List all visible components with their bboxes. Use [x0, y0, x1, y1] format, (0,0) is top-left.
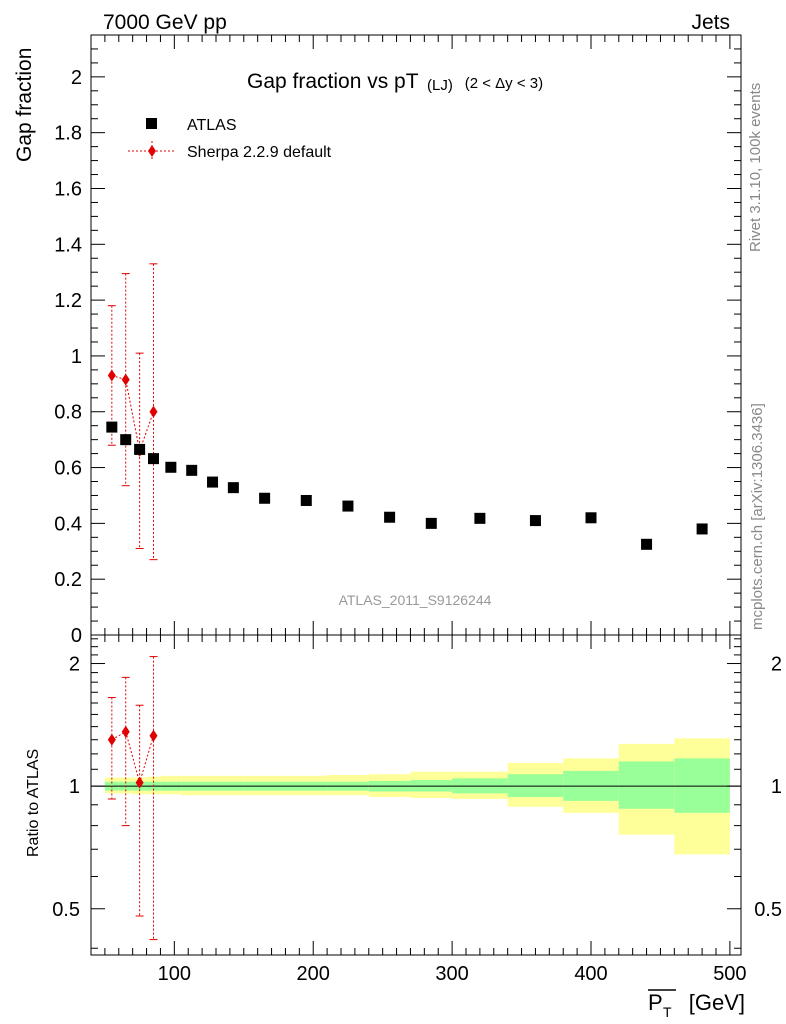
sherpa-point: [121, 373, 130, 386]
ratio-sherpa-point: [107, 733, 116, 746]
band-inner-bin: [618, 761, 675, 809]
atlas-point: [474, 512, 486, 524]
y-tick-label: 1: [71, 346, 82, 368]
atlas-point: [186, 464, 198, 476]
mcplots-info-text: mcplots.cern.ch [arXiv:1306.3436]: [749, 403, 766, 630]
atlas-point: [207, 476, 219, 488]
chart-title-main: Gap fraction vs pT: [247, 70, 419, 93]
ratio-sherpa-point: [121, 725, 130, 738]
band-inner-bin: [507, 774, 564, 798]
y-tick-label: 1.2: [54, 290, 82, 312]
ratio-sherpa-line: [111, 730, 154, 785]
rivet-info-text: Rivet 3.1.10, 100k events: [747, 83, 764, 252]
atlas-point: [165, 461, 177, 473]
ratio-sherpa-point: [149, 729, 158, 742]
atlas-point: [696, 523, 708, 535]
y-tick-label: 1.4: [54, 234, 82, 256]
sherpa-series: [107, 263, 158, 561]
atlas-point: [425, 517, 437, 529]
y-tick-label: 0: [71, 625, 82, 647]
y-axis-label: Gap fraction: [13, 48, 36, 162]
y-tick-label: 0.4: [54, 513, 82, 535]
x-axis-label-sub: T: [663, 1004, 672, 1020]
atlas-point: [300, 494, 312, 506]
ratio-y-tick-label-right: 2: [771, 654, 782, 676]
y-tick-label: 1.6: [54, 178, 82, 200]
ratio-y-tick-label-left: 0.5: [52, 899, 80, 921]
atlas-point: [585, 512, 597, 524]
atlas-point: [384, 511, 396, 523]
ratio-y-tick-label-left: 1: [69, 776, 80, 798]
y-tick-label: 0.8: [54, 402, 82, 424]
header-left: 7000 GeV pp: [103, 11, 227, 34]
header-right: Jets: [691, 11, 730, 34]
atlas-series: [106, 421, 708, 550]
y-tick-label: 2: [71, 67, 82, 89]
x-tick-label: 100: [158, 963, 191, 985]
ratio-y-tick-label-right: 1: [771, 776, 782, 798]
sherpa-point: [107, 369, 116, 382]
atlas-point: [529, 515, 541, 527]
analysis-watermark: ATLAS_2011_S9126244: [339, 592, 492, 608]
y-tick-label: 0.2: [54, 569, 82, 591]
legend-mc-label: Sherpa 2.2.9 default: [187, 144, 332, 161]
axes: 100 200 300 400 500 0 0.2 0.4 0.6 0.8 1 1.2 1.4 1.6 1.…: [52, 35, 782, 985]
sherpa-line: [111, 374, 154, 453]
chart-title-sub: (LJ): [427, 77, 453, 94]
band-inner-bin: [674, 758, 730, 813]
chart-title: Gap fraction vs pT (LJ) (2 < Δy < 3): [247, 70, 543, 95]
x-axis-label-main: P: [648, 990, 663, 1015]
ratio-y-tick-label-right: 0.5: [754, 899, 782, 921]
atlas-point: [148, 453, 159, 465]
atlas-point: [120, 434, 132, 446]
y-tick-label: 1.8: [54, 123, 82, 145]
x-axis-label: [GeV] P T: [648, 989, 745, 1020]
chart-title-cut: (2 < Δy < 3): [465, 75, 543, 92]
sherpa-point: [149, 405, 158, 418]
atlas-point: [134, 443, 146, 455]
x-tick-label: 400: [574, 963, 607, 985]
x-axis-label-unit: [GeV]: [689, 990, 745, 1015]
y-tick-label: 0.6: [54, 458, 82, 480]
atlas-point: [342, 500, 354, 512]
x-tick-label: 500: [713, 963, 746, 985]
atlas-point: [106, 421, 118, 433]
ratio-panel-frame: [90, 634, 742, 956]
uncertainty-band: [91, 738, 741, 855]
legend-mc-marker: [148, 145, 156, 157]
atlas-point: [259, 492, 271, 504]
legend-atlas-label: ATLAS: [187, 117, 237, 134]
ratio-series: [107, 656, 158, 941]
legend-atlas-marker: [146, 118, 157, 129]
legend: ATLAS Sherpa 2.2.9 default: [128, 117, 332, 161]
ratio-sherpa-point: [135, 776, 144, 789]
ratio-y-tick-label-left: 2: [69, 654, 80, 676]
atlas-point: [227, 482, 239, 494]
atlas-point: [641, 538, 653, 550]
x-tick-label: 300: [435, 963, 468, 985]
x-tick-label: 200: [297, 963, 330, 985]
ratio-y-axis-label: Ratio to ATLAS: [25, 749, 42, 857]
